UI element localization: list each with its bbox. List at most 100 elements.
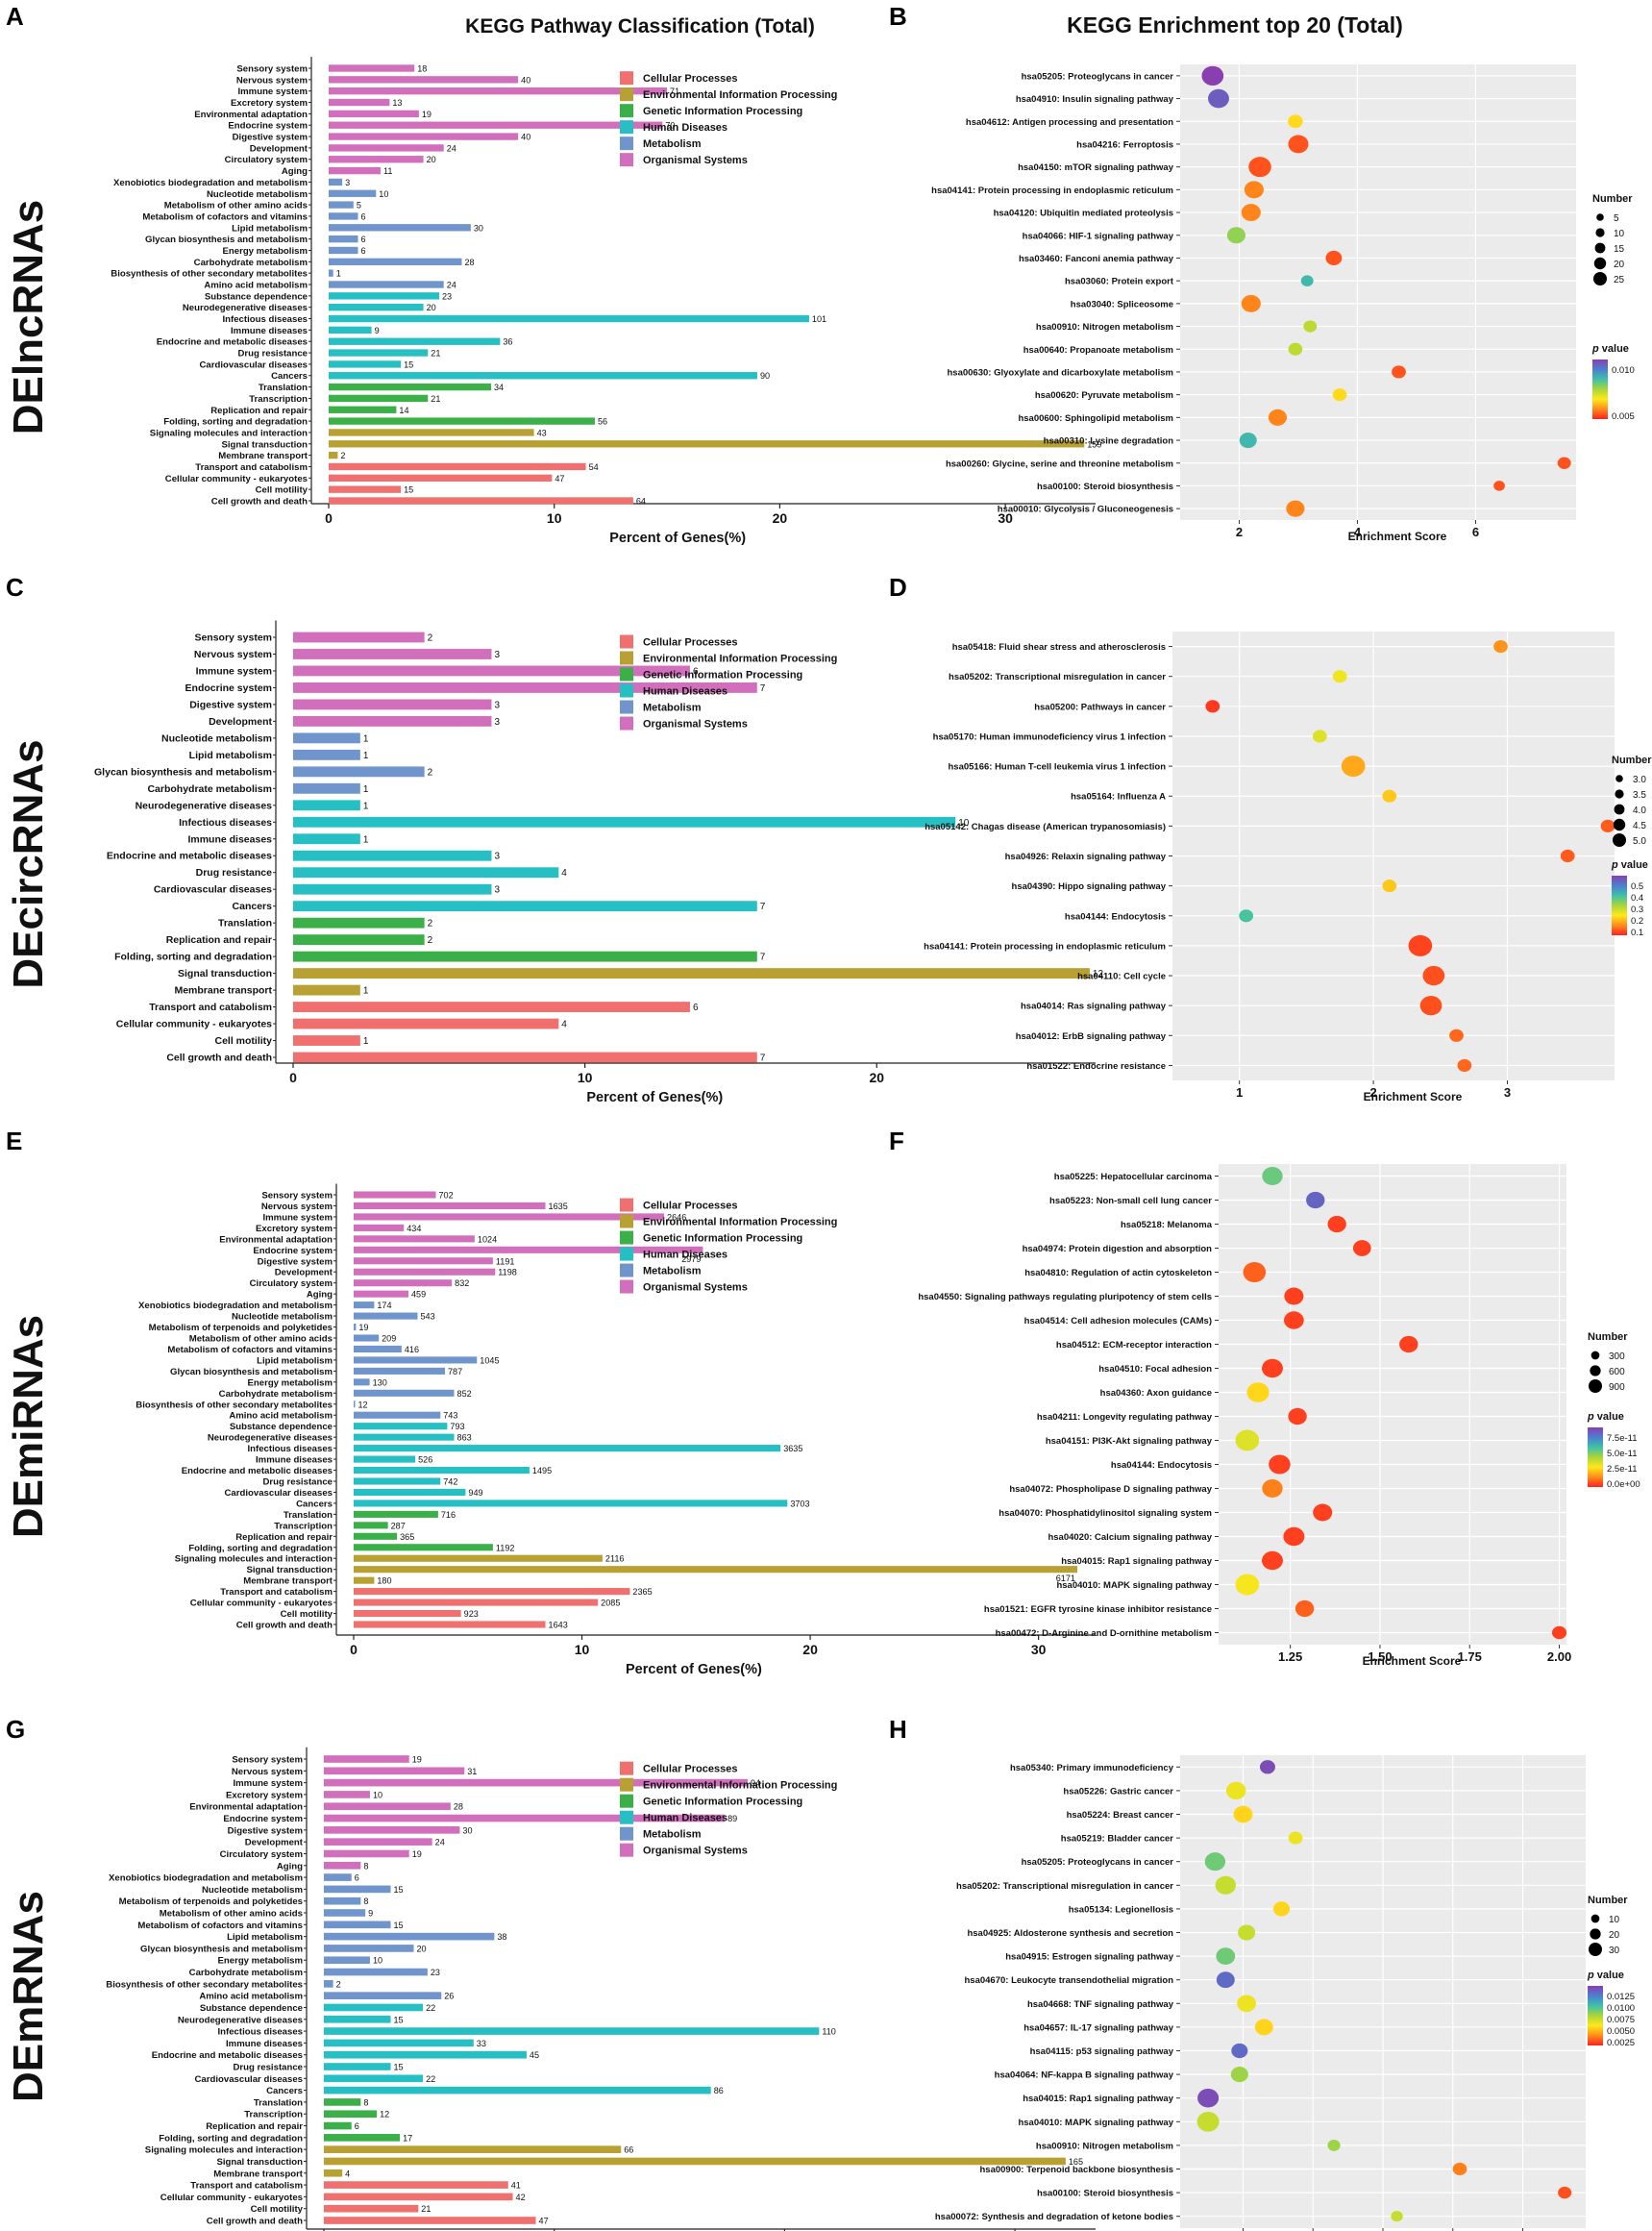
legend-swatch-environmental-information-processing	[620, 651, 633, 665]
bar-cell-motility	[293, 1035, 360, 1046]
bar-label-endocrine-and-metabolic-diseases: Endocrine and metabolic diseases	[152, 2050, 303, 2061]
point-hsa05142	[1600, 819, 1615, 832]
bar-label-environmental-adaptation: Environmental adaptation	[219, 1234, 333, 1245]
point-hsa00100	[1493, 481, 1505, 491]
x-tick-label: 0	[325, 510, 333, 526]
bar-replication-and-repair	[329, 406, 397, 413]
bar-value-lipid-metabolism: 1045	[480, 1355, 499, 1365]
bar-label-cell-motility: Cell motility	[251, 2204, 304, 2215]
bar-value-nervous-system: 31	[467, 1767, 477, 1776]
x-axis-title: Enrichment Score	[1363, 1654, 1462, 1668]
bar-cellular-community-eukaryotes	[354, 1599, 599, 1606]
bar-endocrine-and-metabolic-diseases	[293, 850, 492, 861]
bar-label-nervous-system: Nervous system	[261, 1202, 333, 1212]
bar-label-metabolism-of-other-amino-acids: Metabolism of other amino acids	[189, 1334, 333, 1345]
pathway-label-hsa04144: hsa04144: Endocytosis	[1065, 911, 1166, 922]
bar-label-signal-transduction: Signal transduction	[178, 968, 272, 979]
row-label-demirnas: DEmiRNAs	[5, 1315, 52, 1538]
bar-value-biosynthesis-of-other-secondary-metabolites: 12	[358, 1400, 368, 1409]
x-axis-title: Enrichment Score	[1348, 530, 1447, 543]
bar-label-translation: Translation	[259, 383, 308, 393]
point-hsa04612	[1288, 114, 1303, 129]
bar-substance-dependence	[354, 1423, 448, 1430]
legend-label-organismal-systems: Organismal Systems	[643, 719, 748, 731]
row-label-delncrnas: DElncRNAs	[5, 200, 52, 435]
pvalue-legend-label: 5.0e-11	[1607, 1449, 1638, 1459]
bar-label-sensory-system: Sensory system	[261, 1191, 333, 1202]
bar-cancers	[354, 1500, 788, 1507]
bar-label-digestive-system: Digestive system	[233, 133, 308, 143]
bar-value-cell-growth-and-death: 1643	[549, 1621, 568, 1630]
bar-value-nucleotide-metabolism: 15	[394, 1885, 404, 1895]
bar-label-cellular-community-eukaryotes: Cellular community - eukaryotes	[190, 1599, 333, 1609]
bar-label-carbohydrate-metabolism: Carbohydrate metabolism	[219, 1389, 333, 1400]
x-tick-label: 30	[998, 510, 1013, 526]
bar-label-membrane-transport: Membrane transport	[213, 2169, 304, 2179]
bar-label-cardiovascular-diseases: Cardiovascular diseases	[199, 359, 308, 370]
point-hsa05166	[1341, 756, 1366, 778]
bar-label-excretory-system: Excretory system	[256, 1224, 333, 1234]
bar-value-endocrine-system: 2979	[681, 1254, 701, 1264]
bar-label-cardiovascular-diseases: Cardiovascular diseases	[154, 884, 272, 896]
bar-value-environmental-adaptation: 1024	[478, 1234, 497, 1244]
panel-letter-g: G	[6, 1715, 25, 1744]
bar-label-drug-resistance: Drug resistance	[262, 1477, 333, 1488]
bar-cardiovascular-diseases	[329, 360, 402, 368]
legend-label-human-diseases: Human Diseases	[643, 122, 727, 134]
pvalue-colorbar	[1612, 876, 1627, 935]
legend-label-cellular-processes: Cellular Processes	[643, 1764, 737, 1775]
bar-value-energy-metabolism: 6	[361, 246, 366, 256]
scatter-chart-f: hsa05225: Hepatocellular carcinoma hsa052…	[918, 1164, 1640, 1668]
bar-value-development: 1198	[498, 1268, 517, 1277]
bar-value-signal-transduction: 159	[1087, 439, 1101, 449]
bar-value-drug-resistance: 15	[394, 2063, 404, 2072]
bar-label-endocrine-and-metabolic-diseases: Endocrine and metabolic diseases	[182, 1466, 333, 1476]
legend-swatch-human-diseases	[620, 1810, 633, 1824]
bar-drug-resistance	[293, 867, 559, 879]
bar-value-energy-metabolism: 130	[373, 1377, 387, 1387]
size-legend-title: Number	[1588, 1895, 1628, 1906]
bar-value-cardiovascular-diseases: 3	[494, 885, 500, 896]
bar-value-carbohydrate-metabolism: 852	[457, 1389, 472, 1399]
bar-cancers	[329, 372, 757, 380]
bar-digestive-system	[324, 1826, 460, 1834]
bar-label-environmental-adaptation: Environmental adaptation	[194, 110, 308, 120]
point-hsa04141	[1244, 181, 1264, 199]
pvalue-legend-label: 0.0e+00	[1607, 1479, 1640, 1490]
bar-endocrine-and-metabolic-diseases	[354, 1466, 530, 1475]
bar-label-endocrine-system: Endocrine system	[185, 682, 272, 694]
bar-label-metabolism-of-other-amino-acids: Metabolism of other amino acids	[164, 201, 308, 211]
bar-label-signal-transduction: Signal transduction	[246, 1565, 333, 1575]
bar-nervous-system	[354, 1202, 546, 1210]
bar-value-cancers: 7	[760, 902, 766, 912]
bar-value-nervous-system: 1635	[549, 1202, 568, 1211]
bar-value-biosynthesis-of-other-secondary-metabolites: 1	[336, 269, 341, 279]
pathway-label-hsa04064: hsa04064: NF-kappa B signaling pathway	[995, 2070, 1174, 2081]
pathway-label-hsa04115: hsa04115: p53 signaling pathway	[1030, 2046, 1174, 2057]
bar-cellular-community-eukaryotes	[329, 474, 553, 482]
bar-value-cellular-community-eukaryotes: 47	[555, 474, 564, 483]
bar-value-sensory-system: 702	[439, 1191, 454, 1201]
bar-neurodegenerative-diseases	[354, 1433, 455, 1441]
bar-sensory-system	[354, 1191, 436, 1199]
bar-label-development: Development	[250, 143, 308, 154]
bar-label-cellular-community-eukaryotes: Cellular community - eukaryotes	[116, 1019, 272, 1030]
bar-label-membrane-transport: Membrane transport	[243, 1576, 333, 1587]
bar-label-energy-metabolism: Energy metabolism	[217, 1956, 303, 1967]
point-hsa04064	[1230, 2067, 1248, 2083]
bar-value-nucleotide-metabolism: 10	[379, 189, 388, 199]
panel-letter-h: H	[889, 1715, 907, 1744]
bar-biosynthesis-of-other-secondary-metabolites	[354, 1401, 356, 1408]
point-hsa04020	[1283, 1526, 1305, 1547]
legend-swatch-human-diseases	[620, 683, 633, 698]
point-hsa05219	[1288, 1831, 1303, 1845]
bar-value-glycan-biosynthesis-and-metabolism: 2	[428, 767, 433, 778]
bar-nucleotide-metabolism	[293, 732, 360, 744]
bar-metabolism-of-cofactors-and-vitamins	[329, 212, 358, 220]
panel-letter-b: B	[889, 2, 907, 31]
bar-label-folding-sorting-and-degradation: Folding, sorting and degradation	[188, 1543, 333, 1553]
bar-folding-sorting-and-degradation	[324, 2134, 401, 2142]
bar-value-xenobiotics-biodegradation-and-metabolism: 6	[355, 1873, 359, 1883]
x-tick-label: 10	[547, 510, 562, 526]
bar-endocrine-system	[329, 121, 663, 129]
